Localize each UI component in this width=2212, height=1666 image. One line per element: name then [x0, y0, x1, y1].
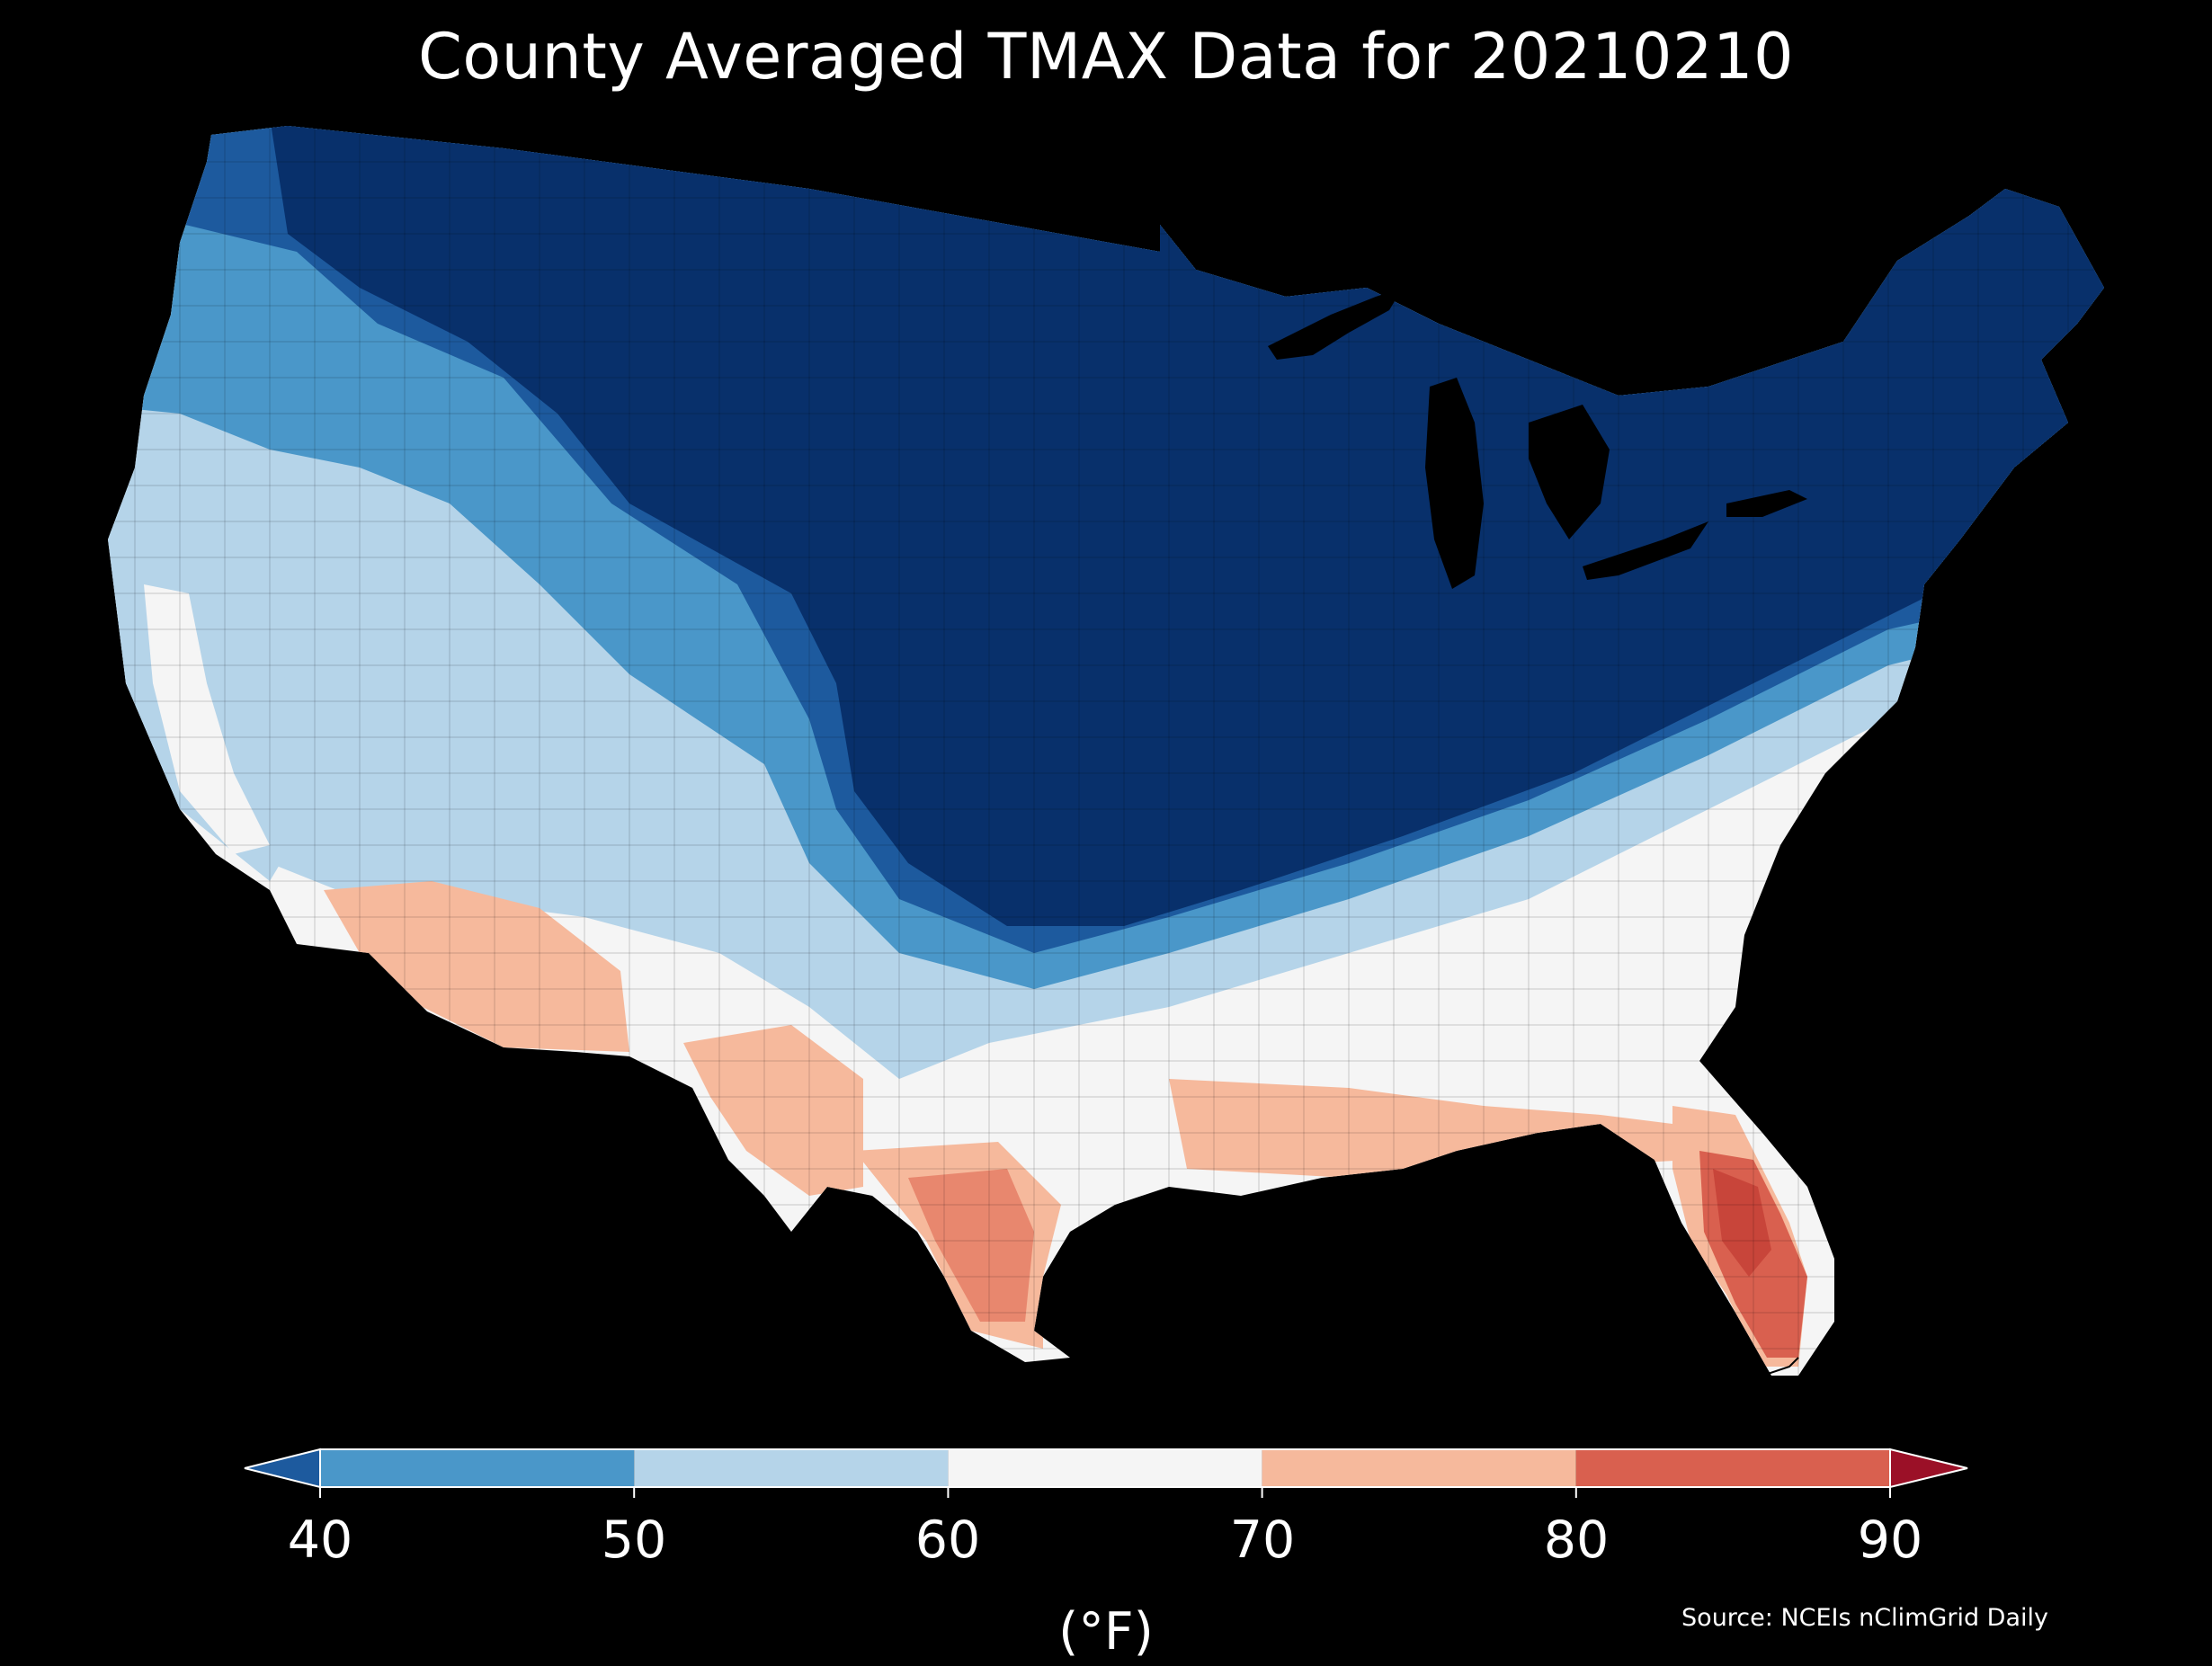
colorbar-bin: [1575, 1449, 1890, 1487]
fill-california-neutral: [144, 584, 270, 854]
colorbar-tick-label: 80: [1543, 1510, 1610, 1570]
colorbar-tick-label: 50: [601, 1510, 667, 1570]
colorbar-bin: [320, 1449, 635, 1487]
colorbar-over-extension: [1889, 1448, 1968, 1489]
colorbar-bin: [634, 1449, 949, 1487]
map-title: County Averaged TMAX Data for 20210210: [417, 20, 1795, 94]
coastal-outline: [1762, 1357, 1799, 1376]
colorbar-bin: [1262, 1449, 1576, 1487]
colorbar-bin: [948, 1449, 1262, 1487]
colorbar-tick-label: 90: [1857, 1510, 1923, 1570]
fill-arizona-warm: [324, 881, 629, 1052]
lake-ontario: [1726, 490, 1807, 517]
fill-west-texas-warm: [683, 1025, 863, 1196]
lake-michigan: [1425, 378, 1484, 589]
fill-florida-hottest: [1713, 1169, 1771, 1277]
lake-huron: [1529, 405, 1610, 539]
colorbar-under-extension: [244, 1448, 321, 1489]
lake-erie: [1583, 521, 1708, 580]
colorbar-outline: [319, 1448, 1891, 1488]
colorbar-tick-label: 40: [287, 1510, 353, 1570]
fill-south-texas-hot: [908, 1169, 1034, 1322]
colorbar-unit-label: (°F): [1058, 1602, 1154, 1662]
colorbar-tick-label: 70: [1229, 1510, 1296, 1570]
source-credit: Source: NCEIs nClimGrid Daily: [1681, 1604, 2048, 1632]
lake-superior: [1268, 288, 1403, 360]
colorbar-bins: [320, 1449, 1890, 1487]
colorbar-tick-label: 60: [914, 1510, 981, 1570]
great-lakes: [1268, 288, 1807, 589]
colorbar-ticks: [319, 1487, 1891, 1498]
